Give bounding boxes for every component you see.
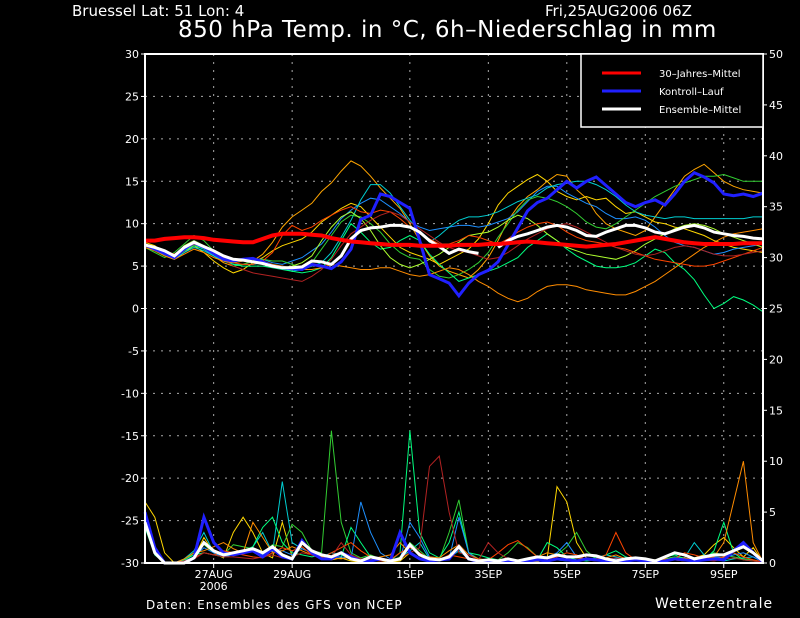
- x-tick-label: 29AUG: [273, 568, 311, 581]
- precip-ensemble-mean: [143, 521, 764, 565]
- temp-ensemble-mean: [144, 223, 764, 270]
- special-lines: [143, 171, 765, 565]
- right-tick-label: 45: [769, 99, 783, 112]
- plot-frame: [144, 53, 764, 564]
- x-tick-label: 7SEP: [631, 568, 659, 581]
- temp-control-run: [144, 171, 764, 299]
- precip-member-4: [144, 430, 764, 564]
- right-tick-label: 35: [769, 201, 783, 214]
- station-label: Bruessel Lat: 51 Lon: 4: [72, 2, 245, 20]
- legend-label: Ensemble–Mittel: [659, 105, 741, 116]
- left-tick-label: -25: [121, 515, 139, 528]
- right-tick-label: 5: [769, 506, 776, 519]
- precip-members: [144, 430, 764, 564]
- left-tick-label: 15: [125, 175, 139, 188]
- x-tick-label: 3SEP: [475, 568, 503, 581]
- left-tick-label: -30: [121, 557, 139, 570]
- grid-lines: [145, 54, 763, 563]
- temp-member-6: [144, 222, 764, 313]
- precip-member-3: [144, 430, 764, 564]
- right-tick-label: 50: [769, 48, 783, 61]
- left-tick-label: -20: [121, 472, 139, 485]
- legend-label: 30–Jahres–Mittel: [659, 69, 741, 80]
- right-tick-label: 30: [769, 252, 783, 265]
- right-tick-label: 15: [769, 404, 783, 417]
- left-tick-label: 30: [125, 48, 139, 61]
- temp-member-8: [144, 206, 764, 267]
- left-tick-label: -10: [121, 387, 139, 400]
- x-tick-label: 9SEP: [710, 568, 738, 581]
- temp-member-5: [144, 173, 763, 279]
- run-date: Fri,25AUG2006 06Z: [545, 2, 692, 20]
- x-tick-label: 1SEP: [396, 568, 424, 581]
- right-tick-label: 40: [769, 150, 783, 163]
- left-tick-label: 0: [132, 303, 139, 316]
- left-axis: 30 25 20 15 10 5 0 -5 -10 -15 -20 -25 -30: [121, 48, 145, 570]
- data-source: Daten: Ensembles des GFS von NCEP: [146, 598, 403, 612]
- chart-title: 850 hPa Temp. in °C, 6h–Niederschlag in …: [178, 17, 717, 43]
- x-tick-label: 27AUG: [195, 568, 233, 581]
- legend-label: Kontroll–Lauf: [659, 87, 724, 98]
- temp-member-9: [144, 211, 764, 282]
- temp-climate-mean: [145, 231, 763, 249]
- left-tick-label: 20: [125, 133, 139, 146]
- left-tick-label: 10: [125, 218, 139, 231]
- left-tick-label: 5: [132, 260, 139, 273]
- precip-member-8: [144, 455, 764, 564]
- right-tick-label: 0: [769, 557, 776, 570]
- x-tick-sublabel: 2006: [200, 580, 228, 593]
- right-tick-label: 25: [769, 303, 783, 316]
- brand-label: Wetterzentrale: [655, 596, 774, 612]
- left-tick-label: 25: [125, 90, 139, 103]
- left-tick-label: -5: [128, 345, 139, 358]
- right-tick-label: 20: [769, 353, 783, 366]
- right-tick-label: 10: [769, 455, 783, 468]
- x-tick-label: 5SEP: [553, 568, 581, 581]
- left-tick-label: -15: [121, 430, 139, 443]
- precip-member-6: [144, 461, 764, 564]
- legend: 30–Jahres–Mittel Kontroll–Lauf Ensemble–Mi…: [580, 53, 764, 128]
